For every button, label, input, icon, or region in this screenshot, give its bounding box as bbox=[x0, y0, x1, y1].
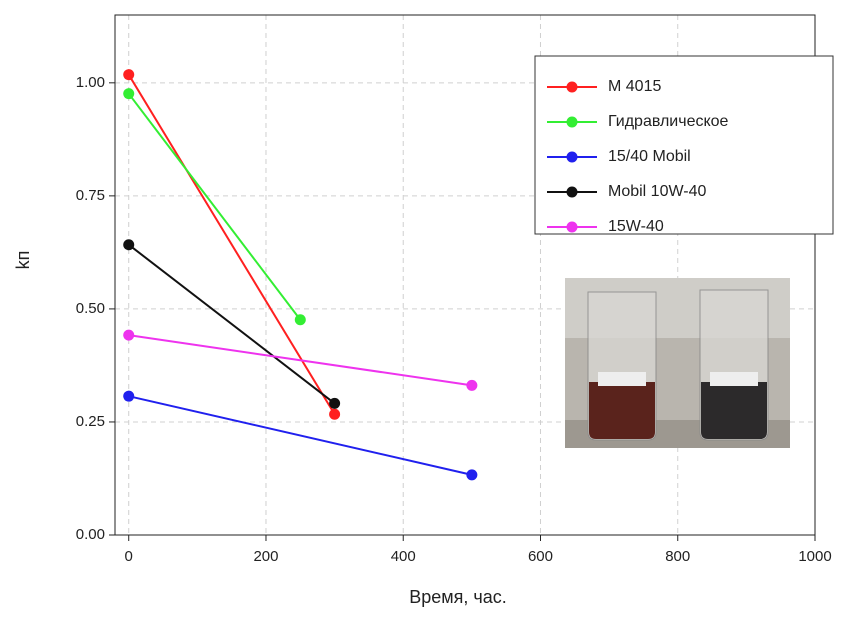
series-line bbox=[128, 334, 473, 387]
x-tick-label: 200 bbox=[253, 548, 278, 565]
x-tick-label: 1000 bbox=[798, 548, 831, 565]
data-point bbox=[329, 397, 341, 409]
legend-label: 15W-40 bbox=[608, 218, 664, 235]
series-line bbox=[128, 395, 473, 476]
plot-frame bbox=[114, 14, 816, 536]
legend-label: 15/40 Mobil bbox=[608, 148, 691, 165]
y-tick-label: 1.00 bbox=[76, 74, 105, 91]
x-axis-label: Время, час. bbox=[409, 587, 507, 607]
legend-marker bbox=[566, 116, 578, 128]
y-tick-label: 0.25 bbox=[76, 413, 105, 430]
legend-label: Mobil 10W-40 bbox=[608, 183, 707, 200]
legend-marker bbox=[566, 221, 578, 233]
x-tick-label: 0 bbox=[125, 548, 133, 565]
series-line bbox=[127, 74, 336, 415]
series-line bbox=[128, 243, 336, 405]
legend-label: Гидравлическое bbox=[608, 113, 729, 130]
data-point bbox=[329, 408, 341, 420]
legend-box bbox=[534, 55, 834, 235]
data-point bbox=[466, 469, 478, 481]
legend-label: M 4015 bbox=[608, 78, 661, 95]
data-point bbox=[294, 314, 306, 326]
data-point bbox=[123, 239, 135, 251]
y-axis-label: kп bbox=[13, 251, 33, 270]
series-line bbox=[127, 93, 302, 321]
data-point bbox=[123, 88, 135, 100]
data-point bbox=[123, 329, 135, 341]
y-tick-label: 0.75 bbox=[76, 187, 105, 204]
data-point bbox=[466, 379, 478, 391]
x-tick-label: 400 bbox=[391, 548, 416, 565]
data-point bbox=[123, 69, 135, 81]
legend-marker bbox=[566, 151, 578, 163]
photo-inset bbox=[565, 278, 790, 448]
y-tick-label: 0.00 bbox=[76, 526, 105, 543]
x-tick-label: 800 bbox=[665, 548, 690, 565]
legend-marker bbox=[566, 81, 578, 93]
y-tick-label: 0.50 bbox=[76, 300, 105, 317]
x-tick-label: 600 bbox=[528, 548, 553, 565]
legend-marker bbox=[566, 186, 578, 198]
data-point bbox=[123, 390, 135, 402]
